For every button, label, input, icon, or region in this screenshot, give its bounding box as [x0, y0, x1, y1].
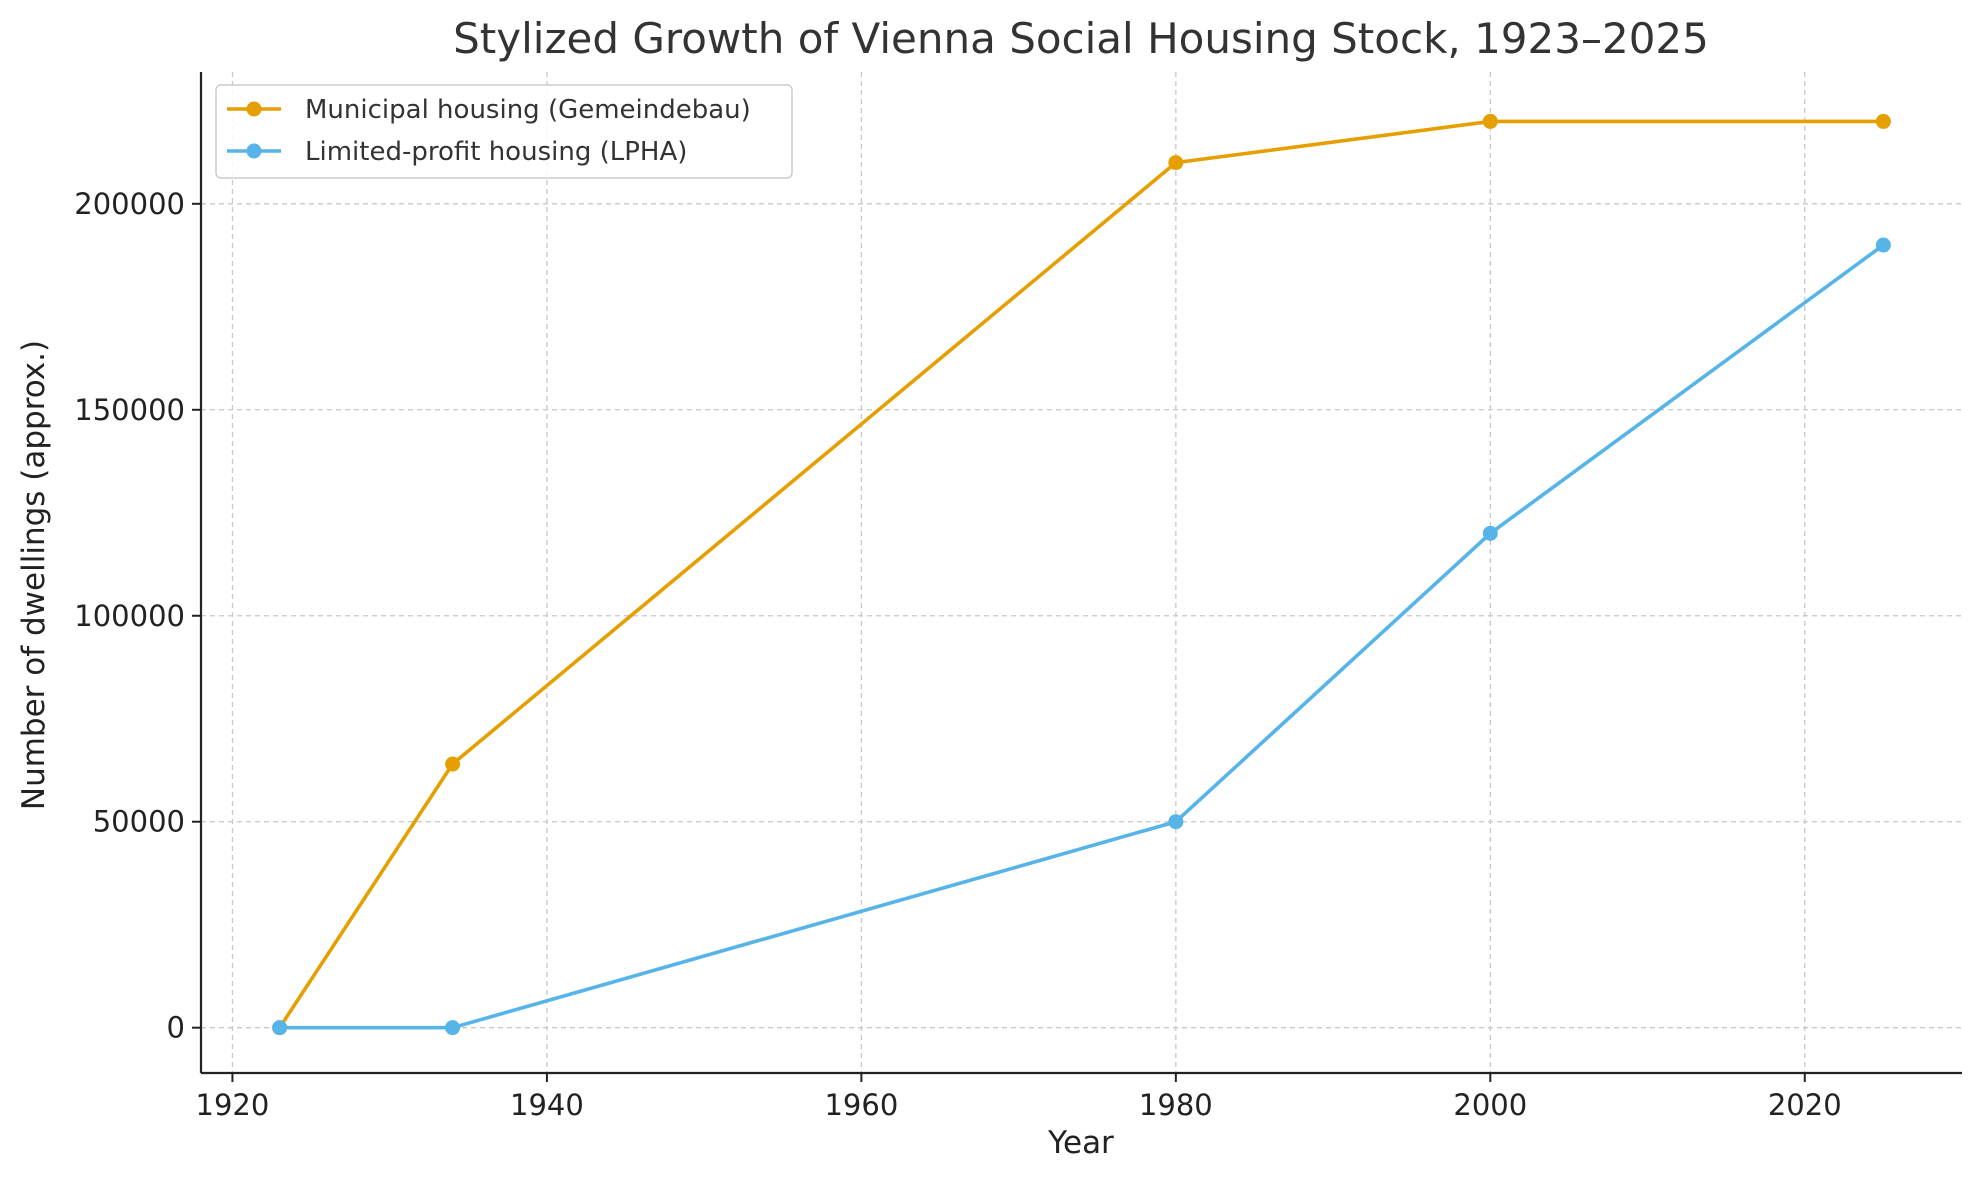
- series-line: [277, 243, 1886, 1030]
- data-point: [445, 1020, 461, 1036]
- series-1: [272, 113, 1891, 1036]
- data-point: [1168, 814, 1184, 830]
- x-tick-label: 2000: [1453, 1088, 1527, 1122]
- legend-frame: [215, 84, 793, 179]
- y-tick-label: 200000: [74, 187, 185, 221]
- x-tick-label: 1980: [1139, 1088, 1213, 1122]
- series-group: [272, 113, 1891, 1036]
- y-axis-label: Number of dwellings (approx.): [16, 340, 52, 810]
- tick-labels: 1920 1940 1960 1980 2000 2020 0 50000 100000 1500…: [74, 187, 1841, 1122]
- legend-label: Limited-profit housing (LPHA): [305, 137, 687, 167]
- y-tick-label: 0: [167, 1011, 185, 1045]
- data-point: [272, 1020, 288, 1036]
- legend-label: Municipal housing (Gemeindebau): [305, 95, 751, 125]
- series-line: [277, 119, 1886, 1030]
- y-tick-label: 100000: [74, 599, 185, 633]
- grid-lines: [201, 72, 1962, 1073]
- series-2: [272, 237, 1891, 1036]
- data-point: [445, 756, 461, 772]
- x-axis-label: Year: [1047, 1125, 1114, 1161]
- data-point: [1875, 237, 1891, 253]
- chart-title: Stylized Growth of Vienna Social Housing…: [453, 14, 1709, 63]
- data-point: [1482, 113, 1498, 129]
- x-tick-label: 1960: [824, 1088, 898, 1122]
- axes: [192, 72, 1962, 1082]
- x-tick-label: 1920: [196, 1088, 270, 1122]
- data-point: [1482, 525, 1498, 541]
- legend: Municipal housing (Gemeindebau) Limited-p…: [215, 84, 793, 179]
- data-point: [1168, 155, 1184, 171]
- legend-marker: [246, 101, 262, 117]
- data-point: [1875, 113, 1891, 129]
- x-tick-label: 1940: [510, 1088, 584, 1122]
- legend-marker: [246, 143, 262, 159]
- y-tick-label: 50000: [93, 805, 185, 839]
- y-tick-label: 150000: [74, 393, 185, 427]
- x-tick-label: 2020: [1768, 1088, 1842, 1122]
